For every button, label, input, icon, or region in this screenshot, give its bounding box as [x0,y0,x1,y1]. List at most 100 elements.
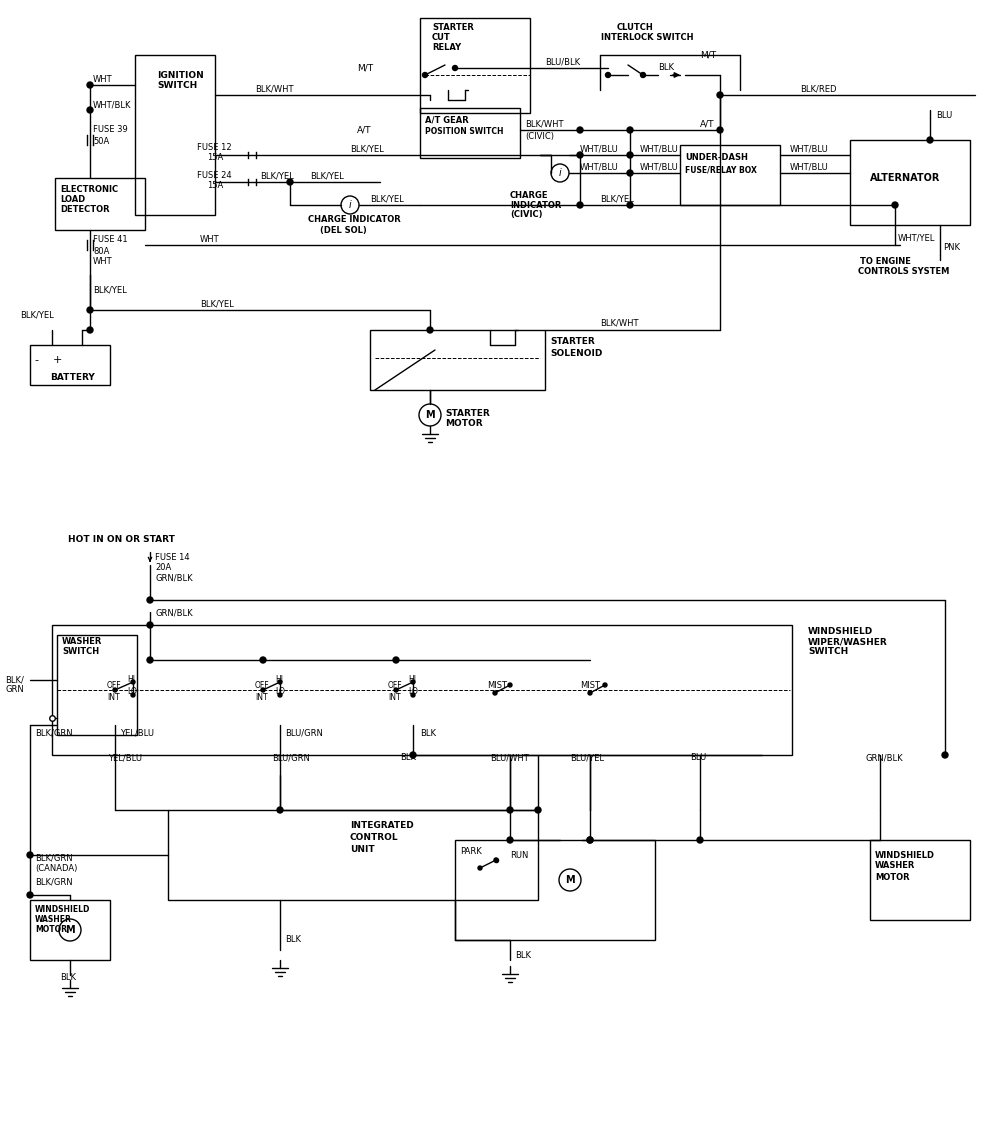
Bar [680,145,780,205]
Circle shape [577,202,583,208]
Text: BLU/GRN: BLU/GRN [272,754,310,763]
Text: MIST: MIST [487,681,507,690]
Text: BLK: BLK [515,951,531,960]
Text: WINDSHIELD: WINDSHIELD [875,850,935,860]
Text: BLK/GRN: BLK/GRN [35,878,73,886]
Text: BATTERY: BATTERY [50,374,95,382]
Text: UNIT: UNIT [350,846,375,855]
Text: OFF: OFF [107,681,122,690]
Text: SWITCH: SWITCH [157,81,197,90]
Circle shape [261,688,265,692]
Text: BLK/YEL: BLK/YEL [350,144,384,153]
Bar [30,900,110,960]
Circle shape [278,693,282,698]
Text: M: M [425,410,435,420]
Circle shape [507,807,513,813]
Text: CUT: CUT [432,34,451,43]
Text: ALTERNATOR: ALTERNATOR [870,173,940,183]
Text: 50A: 50A [93,136,109,145]
Circle shape [27,852,33,858]
Text: DETECTOR: DETECTOR [60,206,110,215]
Circle shape [147,622,153,628]
Text: MIST: MIST [580,681,600,690]
Text: BLU/YEL: BLU/YEL [570,754,604,763]
Text: INTERLOCK SWITCH: INTERLOCK SWITCH [601,34,694,43]
Text: 20A: 20A [155,562,171,572]
Text: MOTOR: MOTOR [445,418,483,428]
Text: WHT: WHT [93,75,113,84]
Circle shape [606,72,610,78]
Circle shape [87,327,93,333]
Circle shape [577,127,583,133]
Text: i: i [349,200,351,210]
Text: BLK/GRN: BLK/GRN [35,729,73,738]
Text: INT: INT [388,693,401,702]
Text: WHT: WHT [200,235,220,244]
Circle shape [277,807,283,813]
Circle shape [587,837,593,843]
Text: OFF: OFF [255,681,270,690]
Bar [370,330,545,390]
Text: FUSE 24: FUSE 24 [197,171,232,180]
Text: BLK: BLK [400,754,416,763]
Circle shape [422,72,428,78]
Text: WASHER: WASHER [62,638,102,647]
Text: FUSE 12: FUSE 12 [197,144,232,153]
Text: FUSE 14: FUSE 14 [155,552,190,561]
Circle shape [341,196,359,214]
Circle shape [892,202,898,208]
Text: M/T: M/T [357,63,373,72]
Text: YEL/BLU: YEL/BLU [120,729,154,738]
Text: MOTOR: MOTOR [35,926,67,935]
Text: LOAD: LOAD [60,196,85,205]
Text: BLK/RED: BLK/RED [800,84,836,93]
Text: PNK: PNK [943,243,960,252]
Text: HI: HI [408,675,416,684]
Circle shape [131,693,135,698]
Circle shape [260,657,266,663]
Text: BLK/YEL: BLK/YEL [310,171,344,180]
Text: STARTER: STARTER [445,408,490,417]
Circle shape [587,837,593,843]
Circle shape [627,152,633,158]
Text: SWITCH: SWITCH [62,648,99,657]
Text: LO: LO [408,687,418,696]
Circle shape [452,65,458,71]
Circle shape [535,807,541,813]
Bar [850,140,970,225]
Circle shape [627,202,633,208]
Text: YEL/BLU: YEL/BLU [108,754,142,763]
Text: TO ENGINE: TO ENGINE [860,258,911,267]
Circle shape [493,691,497,695]
Text: WINDSHIELD: WINDSHIELD [35,906,90,915]
Circle shape [494,858,498,862]
Text: BLK: BLK [658,63,674,72]
Circle shape [627,127,633,133]
Bar [420,108,520,158]
Text: WIPER/WASHER: WIPER/WASHER [808,638,888,647]
Bar [455,840,655,940]
Text: CLUTCH: CLUTCH [617,24,654,33]
Circle shape [411,680,415,684]
Text: BLK: BLK [60,973,76,982]
Circle shape [87,107,93,112]
Bar [168,810,538,900]
Text: GRN/BLK: GRN/BLK [865,754,903,763]
Text: BLK/WHT: BLK/WHT [600,318,639,327]
Text: HI: HI [127,675,135,684]
Text: BLU: BLU [690,754,706,763]
Text: BLK: BLK [285,936,301,945]
Text: BLK/GRN: BLK/GRN [35,854,73,863]
Text: HOT IN ON OR START: HOT IN ON OR START [68,536,175,544]
Bar [870,840,970,920]
Text: OFF: OFF [388,681,403,690]
Text: STARTER: STARTER [550,338,595,346]
Text: 15A: 15A [207,153,223,162]
Circle shape [393,657,399,663]
Circle shape [942,752,948,758]
Text: M: M [65,925,75,935]
Text: BLK/YEL: BLK/YEL [200,299,234,308]
Text: FUSE/RELAY BOX: FUSE/RELAY BOX [685,165,757,174]
Circle shape [410,752,416,758]
Text: i: i [559,168,561,178]
